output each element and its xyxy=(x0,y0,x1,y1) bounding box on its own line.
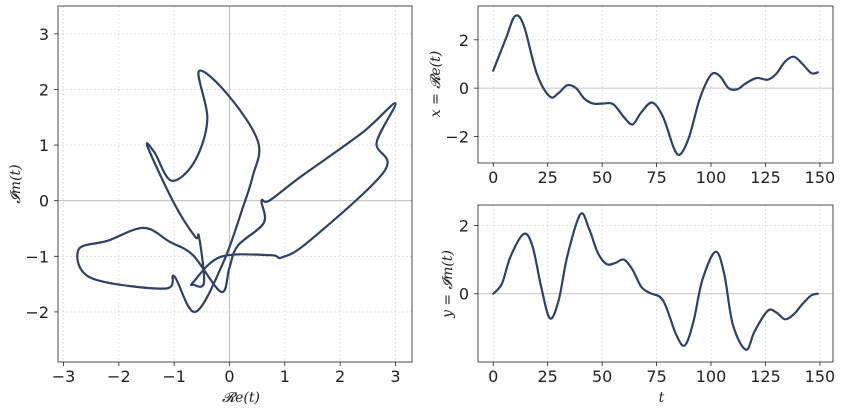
y-tick-label: 0 xyxy=(459,285,469,304)
series-line xyxy=(492,212,819,351)
x-axis-label: t xyxy=(659,390,665,406)
x-tick-label: 3 xyxy=(390,367,400,386)
y-tick-label: 2 xyxy=(39,80,49,99)
x-tick-label: 25 xyxy=(538,367,558,386)
x-tick-label: 0 xyxy=(224,367,234,386)
y-tick-label: 2 xyxy=(459,216,469,235)
x-tick-label: 0 xyxy=(488,168,498,187)
x-tick-label: 25 xyxy=(538,168,558,187)
x-tick-label: 150 xyxy=(805,168,836,187)
y-series-plot: 0 25 50 75 100 125 150 0 2 t y = 𝓘m(t) xyxy=(440,204,836,406)
y-tick-label: 1 xyxy=(39,136,49,155)
plot-frame xyxy=(57,5,413,363)
plot-frame xyxy=(477,204,834,363)
complex-plane-plot: −3 −2 −1 0 1 2 3 −2 −1 0 1 2 3 𝓡e(t) 𝓘m(t) xyxy=(8,5,413,406)
y-tick-label: 3 xyxy=(39,25,49,44)
x-tick-label: −2 xyxy=(107,367,131,386)
x-tick-label: 50 xyxy=(592,367,612,386)
y-tick-label: −2 xyxy=(25,303,49,322)
y-axis-label: y = 𝓘m(t) xyxy=(440,250,456,319)
y-tick-label: 2 xyxy=(459,31,469,50)
x-tick-label: 75 xyxy=(646,367,666,386)
series-line xyxy=(492,14,819,157)
y-axis-label: x = 𝓡e(t) xyxy=(428,51,444,117)
x-tick-label: 125 xyxy=(750,168,781,187)
x-tick-label: −1 xyxy=(162,367,186,386)
y-tick-label: 0 xyxy=(39,192,49,211)
series-line xyxy=(76,69,397,313)
x-tick-label: 0 xyxy=(488,367,498,386)
x-tick-label: 75 xyxy=(646,168,666,187)
x-tick-label: 100 xyxy=(696,168,727,187)
plot-frame xyxy=(477,5,834,164)
x-tick-label: 1 xyxy=(280,367,290,386)
y-axis-label: 𝓘m(t) xyxy=(8,164,24,203)
x-tick-label: −3 xyxy=(52,367,76,386)
y-tick-label: −2 xyxy=(445,127,469,146)
y-tick-label: −1 xyxy=(25,247,49,266)
x-tick-label: 50 xyxy=(592,168,612,187)
x-axis-label: 𝓡e(t) xyxy=(222,390,260,406)
x-series-plot: 0 25 50 75 100 125 150 −2 0 2 x = 𝓡e(t) xyxy=(428,5,836,187)
x-tick-label: 150 xyxy=(805,367,836,386)
y-tick-label: 0 xyxy=(459,79,469,98)
x-tick-label: 125 xyxy=(750,367,781,386)
x-tick-label: 2 xyxy=(335,367,345,386)
x-tick-label: 100 xyxy=(696,367,727,386)
